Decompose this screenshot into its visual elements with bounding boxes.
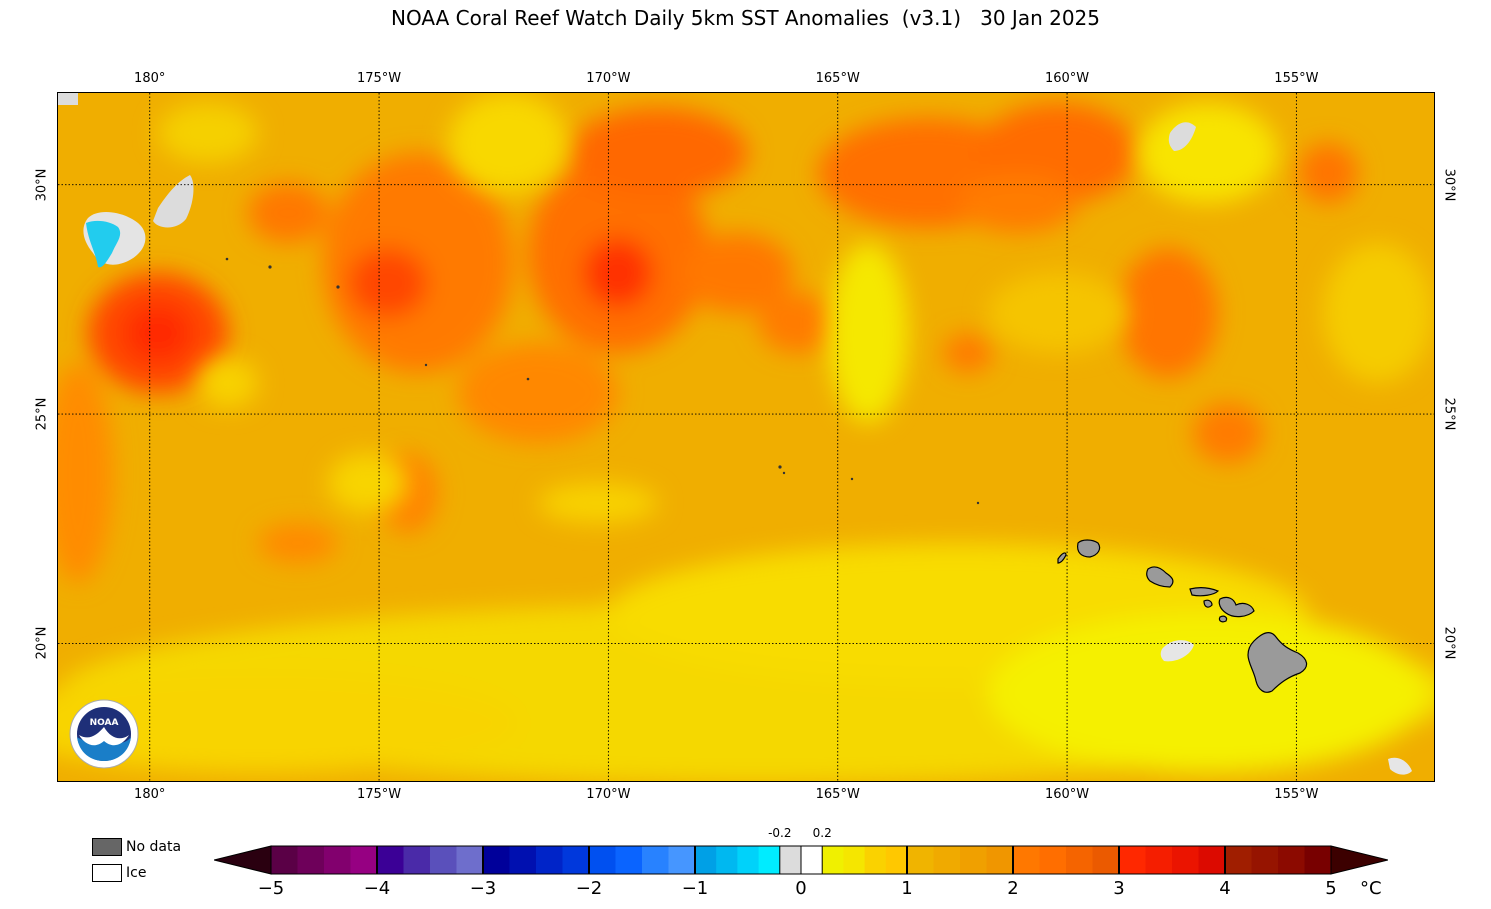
colorbar-segment [536, 846, 563, 874]
colorbar-segment [297, 846, 325, 874]
colorbar-segment [271, 846, 298, 874]
colorbar-tick-label: 3 [1113, 878, 1125, 899]
cold-anomaly-patch [86, 220, 121, 268]
colorbar-segment [864, 846, 887, 874]
colorbar-segment [1251, 846, 1279, 874]
ice-label: Ice [126, 865, 147, 881]
anomaly-warm-patches [58, 103, 1358, 583]
colorbar-high-extension [1330, 845, 1388, 875]
colorbar-segment [668, 846, 696, 874]
colorbar-segment [1092, 846, 1120, 874]
colorbar-segment [509, 846, 537, 874]
colorbar-segment [779, 846, 802, 874]
latitude-label: 20°N [1441, 627, 1457, 660]
longitude-label: 180° [134, 71, 166, 86]
island-molokai [1189, 587, 1220, 597]
latitude-label: 30°N [34, 168, 50, 202]
latitude-label: 20°N [34, 627, 50, 660]
colorbar-tick-label: 0 [795, 878, 807, 899]
colorbar-low-extension [214, 845, 272, 875]
longitude-label: 160°W [1044, 787, 1090, 802]
colorbar-segment [483, 846, 510, 874]
no-data-label: No data [126, 839, 182, 855]
colorbar-segment [1278, 846, 1305, 874]
colorbar-small-tick-label: -0.2 [768, 826, 792, 840]
colorbar-segment [716, 846, 738, 874]
colorbar-tick-label: 4 [1219, 878, 1231, 899]
longitude-label: 155°W [1274, 71, 1319, 86]
longitude-label: 170°W [586, 787, 631, 802]
colorbar-segment [615, 846, 643, 874]
colorbar-segment [695, 846, 717, 874]
graticule [58, 93, 1434, 781]
island-niihau [1057, 552, 1067, 564]
colorbar-segment [1066, 846, 1093, 874]
map-title: NOAA Coral Reef Watch Daily 5km SST Anom… [390, 6, 1101, 30]
sst-anomaly-map[interactable] [57, 92, 1435, 782]
colorbar-tick-label: 5 [1325, 878, 1337, 899]
colorbar-segment [1119, 846, 1146, 874]
colorbar-tick-label: 2 [1007, 878, 1019, 899]
colorbar-tick-label: 1 [901, 878, 913, 899]
colorbar-segment [642, 846, 669, 874]
latitude-label: 30°N [1441, 168, 1457, 202]
colorbar-segment [1225, 846, 1252, 874]
colorbar-segment [986, 846, 1014, 874]
colorbar-segment [430, 846, 457, 874]
colorbar-segment [1198, 846, 1226, 874]
colorbar-segment [758, 846, 781, 874]
longitude-label: 175°W [356, 71, 402, 86]
colorbar-segment [960, 846, 987, 874]
longitude-label: 155°W [1274, 787, 1319, 802]
colorbar-segment [933, 846, 961, 874]
longitude-label: 165°W [815, 787, 860, 802]
colorbar-segment [1039, 846, 1067, 874]
colorbar-segment [403, 846, 431, 874]
anomaly-mild-patches [58, 93, 1434, 781]
colorbar-segment [1013, 846, 1040, 874]
island-kahoolawe [1218, 615, 1228, 623]
colorbar [214, 845, 1388, 875]
longitude-label: 160°W [1044, 71, 1090, 86]
noaa-logo: NOAA [69, 699, 139, 769]
colorbar-small-tick-label: 0.2 [812, 826, 832, 840]
island-maui [1218, 596, 1255, 618]
colorbar-unit: °C [1360, 878, 1382, 899]
colorbar-segment [1145, 846, 1173, 874]
colorbar-segment [456, 846, 484, 874]
colorbar-segment [822, 846, 844, 874]
colorbar-tick-label: −3 [469, 878, 497, 899]
colorbar-segment [737, 846, 760, 874]
svg-text:NOAA: NOAA [90, 718, 119, 728]
colorbar-segment [350, 846, 378, 874]
colorbar-segment [885, 846, 908, 874]
colorbar-tick-label: −1 [681, 878, 709, 899]
island-lanai [1203, 599, 1213, 608]
northwestern-hawaiian-islands [225, 257, 980, 505]
no-data-swatch [92, 838, 122, 856]
colorbar-tick-label: −2 [575, 878, 603, 899]
island-hawaii [1247, 632, 1308, 693]
colorbar-segment [907, 846, 934, 874]
colorbar-segment [377, 846, 404, 874]
colorbar-segment [843, 846, 866, 874]
colorbar-segment [589, 846, 616, 874]
colorbar-segment [324, 846, 351, 874]
island-kauai [1077, 539, 1101, 558]
longitude-label: 175°W [356, 787, 402, 802]
colorbar-segment [562, 846, 590, 874]
colorbar-segment [801, 846, 823, 874]
ice-swatch [92, 864, 122, 882]
colorbar-tick-label: −4 [363, 878, 391, 899]
colorbar-segment [1304, 846, 1332, 874]
hawaiian-islands [1057, 539, 1308, 693]
longitude-label: 165°W [815, 71, 860, 86]
latitude-label: 25°N [34, 397, 50, 431]
longitude-label: 180° [134, 787, 166, 802]
longitude-label: 170°W [586, 71, 631, 86]
island-oahu [1146, 566, 1174, 588]
colorbar-tick-label: −5 [257, 878, 285, 899]
colorbar-segment [1172, 846, 1199, 874]
latitude-label: 25°N [1441, 397, 1457, 431]
